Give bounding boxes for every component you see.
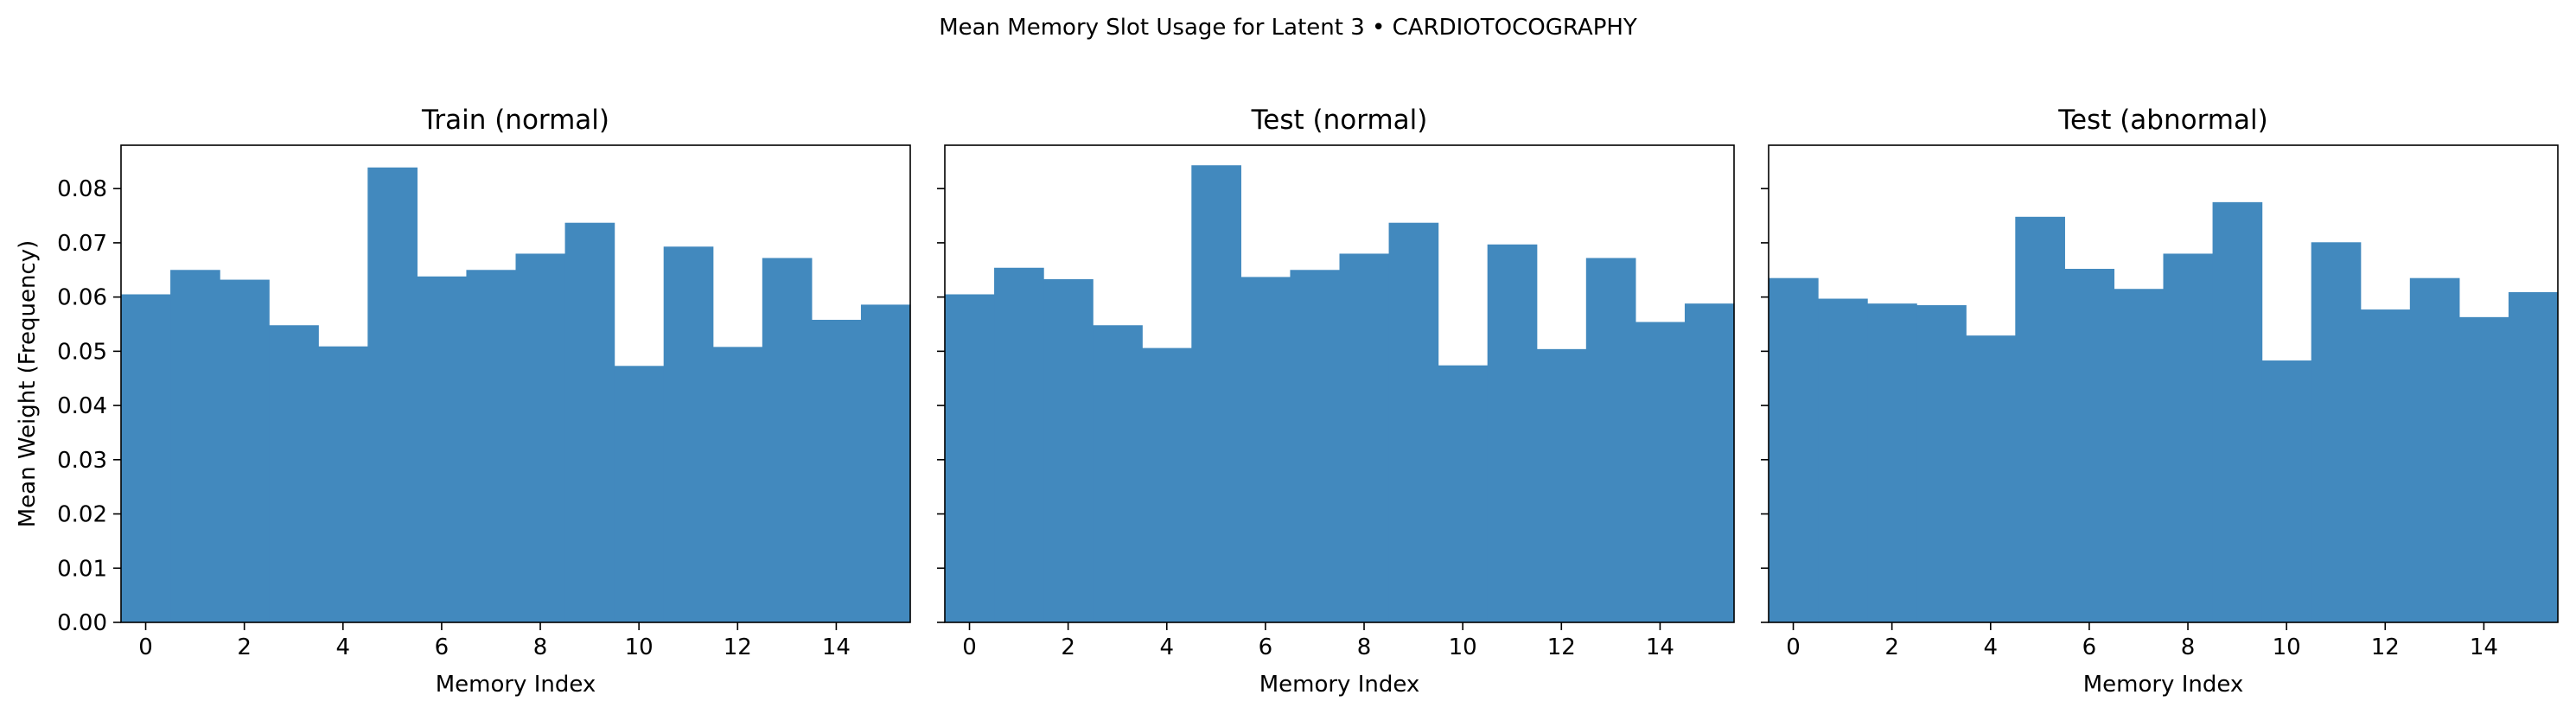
bar-slot-0 — [1769, 277, 1819, 622]
y-tick-label: 0.04 — [57, 393, 107, 419]
x-tick-label: 12 — [1547, 634, 1576, 660]
x-tick-label: 2 — [1884, 634, 1899, 660]
x-tick-label: 14 — [1646, 634, 1674, 660]
bar-slot-8 — [1339, 253, 1390, 622]
y-tick-label: 0.01 — [57, 556, 107, 582]
y-axis-label: Mean Weight (Frequency) — [15, 240, 41, 528]
x-tick-label: 8 — [533, 634, 548, 660]
panel-3: 0 2 4 6 8 10 12 14 Test (abnormal) Memory Index — [1761, 105, 2559, 698]
bar-slot-11 — [2311, 242, 2362, 622]
bar-slot-1 — [1818, 298, 1868, 622]
x-tick-label: 0 — [138, 634, 153, 660]
y-tick-label: 0.06 — [57, 285, 107, 311]
y-tick-label: 0.07 — [57, 231, 107, 257]
x-tick-label: 8 — [2181, 634, 2196, 660]
bar-slot-1 — [170, 270, 220, 622]
bar-slot-14 — [2458, 316, 2509, 622]
bar-slot-4 — [1966, 335, 2016, 622]
bar-slot-6 — [417, 276, 468, 622]
panel-title: Test (abnormal) — [2057, 105, 2267, 136]
y-tick-label: 0.05 — [57, 339, 107, 365]
y-tick-label: 0.00 — [57, 610, 107, 636]
bar-slot-9 — [1388, 222, 1439, 622]
bar-slot-13 — [2409, 277, 2460, 622]
bar-slot-9 — [2212, 201, 2263, 623]
x-tick-label: 4 — [1984, 634, 1999, 660]
bar-slot-8 — [515, 253, 566, 622]
bar-slot-5 — [1191, 165, 1241, 622]
x-axis-label: Memory Index — [436, 672, 596, 698]
bar-slot-4 — [318, 346, 368, 622]
x-tick-label: 4 — [336, 634, 351, 660]
bar-slot-2 — [1043, 278, 1094, 622]
bar-slot-1 — [994, 267, 1044, 622]
bar-slot-12 — [1536, 348, 1587, 622]
bar-slot-3 — [1093, 325, 1143, 622]
x-tick-label: 4 — [1160, 634, 1175, 660]
bar-slot-3 — [269, 325, 319, 622]
bar-slot-15 — [860, 304, 911, 622]
bar-slot-13 — [762, 258, 813, 622]
panel-2: 0 2 4 6 8 10 12 14 Test (normal) Memory Index — [937, 105, 1735, 698]
x-tick-label: 10 — [2273, 634, 2301, 660]
x-tick-label: 2 — [1061, 634, 1075, 660]
panel-title: Train (normal) — [421, 105, 609, 136]
bar-slot-0 — [121, 294, 171, 622]
bar-slot-5 — [2015, 216, 2065, 623]
x-axis-label: Memory Index — [2083, 672, 2244, 698]
x-tick-label: 6 — [435, 634, 450, 660]
bar-slot-14 — [1635, 322, 1686, 622]
x-tick-label: 0 — [1786, 634, 1801, 660]
x-axis-label: Memory Index — [1259, 672, 1420, 698]
axes-frame — [944, 144, 1735, 623]
axes-frame — [1768, 144, 2559, 623]
bar-slot-12 — [712, 347, 763, 622]
bar-slot-5 — [367, 167, 418, 623]
x-tick-label: 6 — [2082, 634, 2097, 660]
x-tick-label: 10 — [625, 634, 654, 660]
bar-slot-10 — [2261, 360, 2312, 622]
panel-1: 0 2 4 6 8 10 12 14 0.00 0.01 0.02 0.03 0.04 0.05 0.06 0… — [15, 105, 911, 698]
x-tick-label: 0 — [962, 634, 977, 660]
bar-slot-14 — [811, 319, 862, 622]
x-tick-label: 2 — [237, 634, 252, 660]
figure-suptitle: Mean Memory Slot Usage for Latent 3 • CA… — [939, 15, 1637, 41]
y-tick-label: 0.02 — [57, 502, 107, 528]
axes-frame — [120, 144, 911, 623]
bar-slot-2 — [220, 279, 270, 622]
bar-slot-12 — [2360, 309, 2411, 622]
x-tick-label: 14 — [2470, 634, 2498, 660]
x-tick-label: 12 — [724, 634, 752, 660]
panel-title: Test (normal) — [1251, 105, 1428, 136]
bar-slot-7 — [2114, 289, 2165, 622]
bar-slot-11 — [663, 246, 714, 622]
x-tick-label: 6 — [1259, 634, 1273, 660]
x-tick-label: 14 — [822, 634, 851, 660]
bar-slot-4 — [1142, 347, 1192, 622]
x-tick-label: 8 — [1357, 634, 1372, 660]
x-tick-label: 10 — [1449, 634, 1477, 660]
bar-slot-3 — [1916, 305, 1967, 622]
y-tick-label: 0.08 — [57, 176, 107, 202]
bar-slot-2 — [1867, 303, 1917, 622]
bar-slot-9 — [564, 222, 615, 622]
bar-slot-7 — [1290, 270, 1341, 622]
bar-slot-0 — [945, 294, 995, 622]
bar-slot-7 — [466, 270, 517, 622]
bar-slot-6 — [1240, 277, 1291, 622]
bar-slot-15 — [1684, 303, 1735, 622]
bar-slot-11 — [1487, 244, 1538, 622]
bar-slot-10 — [1438, 365, 1489, 622]
bar-slot-8 — [2163, 253, 2214, 622]
bar-slot-15 — [2508, 291, 2559, 622]
bar-slot-10 — [614, 366, 665, 622]
bar-slot-13 — [1585, 258, 1636, 622]
bar-slot-6 — [2064, 269, 2115, 622]
y-tick-label: 0.03 — [57, 448, 107, 474]
x-tick-label: 12 — [2371, 634, 2400, 660]
